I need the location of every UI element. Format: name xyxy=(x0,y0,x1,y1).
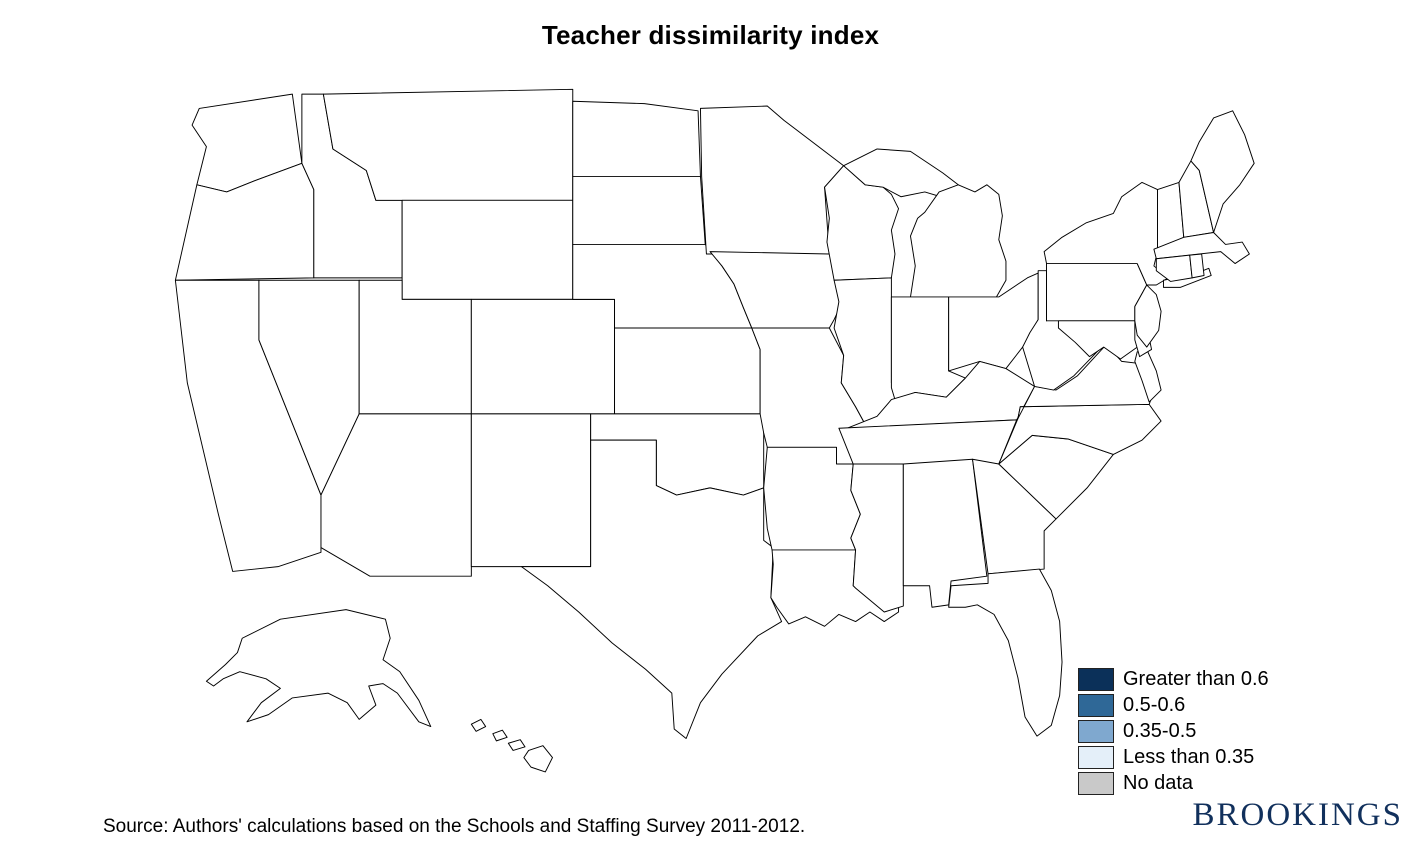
state-wyoming xyxy=(401,199,574,300)
legend-item: 0.35-0.5 xyxy=(1078,719,1269,743)
legend-item: 0.5-0.6 xyxy=(1078,693,1269,717)
source-note: Source: Authors' calculations based on t… xyxy=(103,816,806,837)
state-tennessee xyxy=(838,419,1018,465)
state-florida xyxy=(948,568,1063,737)
legend-label: Less than 0.35 xyxy=(1123,745,1255,768)
legend-label: 0.5-0.6 xyxy=(1123,693,1186,716)
state-michigan xyxy=(910,184,1007,298)
chart-title: Teacher dissimilarity index xyxy=(541,20,880,50)
legend-item: Less than 0.35 xyxy=(1078,745,1269,769)
state-maine xyxy=(1190,110,1255,233)
state-pennsylvania xyxy=(1046,263,1148,322)
state-minnesota xyxy=(699,105,845,255)
state-north-dakota xyxy=(572,100,701,177)
state-hawaii-island-2 xyxy=(492,729,508,742)
state-connecticut xyxy=(1155,254,1193,282)
legend-item: No data xyxy=(1078,771,1269,795)
state-rhode-island xyxy=(1189,253,1205,279)
state-mississippi xyxy=(850,463,904,613)
state-texas xyxy=(520,439,783,739)
state-utah xyxy=(358,279,472,415)
state-montana xyxy=(322,88,574,201)
state-hawaii-island-3 xyxy=(507,739,526,751)
state-maryland-eastern-shore xyxy=(1134,348,1162,403)
state-kansas xyxy=(614,327,761,415)
legend-swatch-less-than-0-35 xyxy=(1078,745,1114,769)
state-hawaii-island-1 xyxy=(470,718,487,732)
legend-swatch-no-data xyxy=(1078,771,1114,795)
legend: Greater than 0.6 0.5-0.6 0.35-0.5 Less t… xyxy=(1078,667,1269,798)
us-choropleth-map xyxy=(174,88,1255,773)
legend-swatch-0-35-to-0-5 xyxy=(1078,719,1114,743)
legend-label: 0.35-0.5 xyxy=(1123,719,1197,742)
state-hawaii-big-island xyxy=(523,745,553,773)
state-alaska xyxy=(205,609,432,728)
legend-label: Greater than 0.6 xyxy=(1123,667,1269,690)
states-group xyxy=(174,88,1255,773)
legend-swatch-greater-than-0-6 xyxy=(1078,667,1114,691)
legend-item: Greater than 0.6 xyxy=(1078,667,1269,691)
state-colorado xyxy=(470,298,616,415)
state-north-carolina xyxy=(998,403,1162,465)
state-new-mexico xyxy=(470,413,592,568)
legend-swatch-0-5-to-0-6 xyxy=(1078,693,1114,717)
state-south-dakota xyxy=(572,175,706,245)
legend-label: No data xyxy=(1123,771,1194,794)
state-new-jersey xyxy=(1134,284,1162,348)
brookings-logo: BROOKINGS xyxy=(1192,797,1403,833)
